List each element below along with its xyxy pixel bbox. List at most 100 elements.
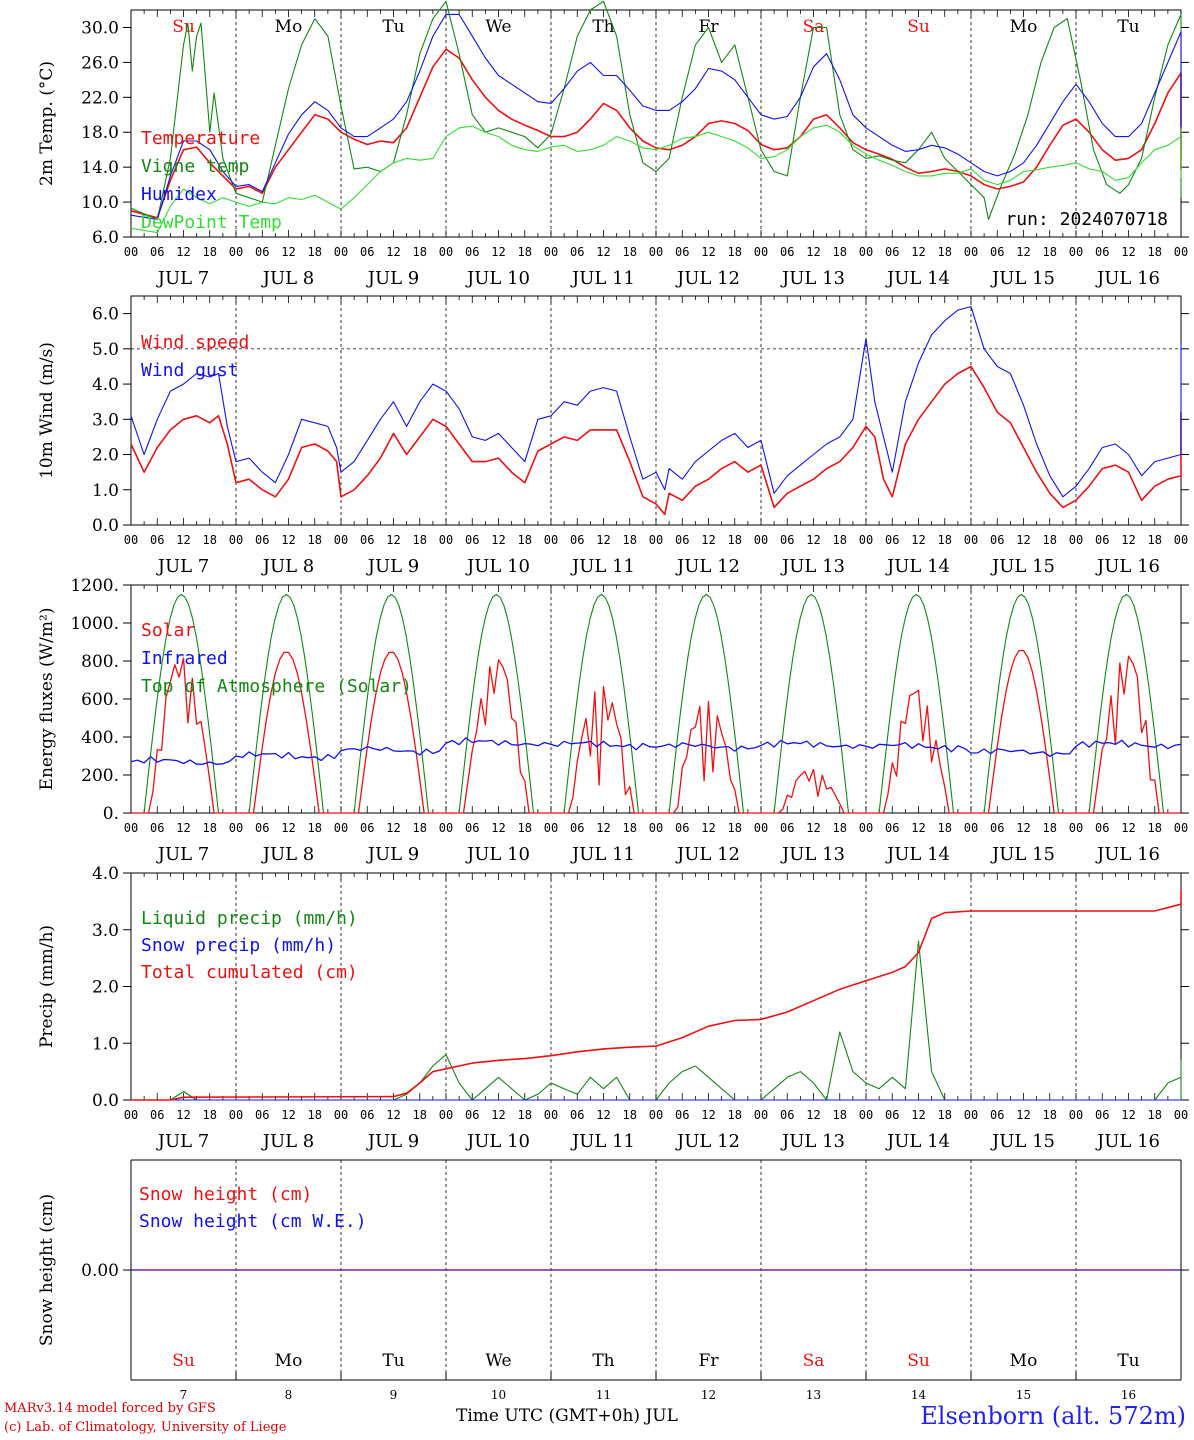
hour-tick-label: 00	[754, 533, 768, 547]
hour-tick-label: 18	[833, 821, 847, 835]
hour-tick-label: 12	[386, 533, 400, 547]
hour-tick-label: 12	[596, 533, 610, 547]
series-temperature	[130, 48, 1182, 219]
date-label: JUL 10	[465, 268, 530, 289]
series-wind-speed	[130, 365, 1182, 516]
y-tick-label: 3.0	[92, 921, 119, 941]
hour-tick-label: 00	[229, 533, 243, 547]
hour-tick-label: 00	[964, 245, 978, 259]
hour-tick-label: 18	[1043, 821, 1057, 835]
hour-tick-label: 18	[413, 1108, 427, 1122]
date-label: JUL 15	[990, 1131, 1055, 1152]
day-number: 9	[390, 1388, 398, 1400]
hour-tick-label: 18	[623, 821, 637, 835]
hour-tick-label: 18	[413, 245, 427, 259]
legend-snow-height-cm-w-e-: Snow height (cm W.E.)	[139, 1211, 367, 1232]
y-axis-label: 10m Wind (m/s)	[37, 342, 57, 479]
hour-tick-label: 12	[1016, 821, 1030, 835]
date-label: JUL 15	[990, 844, 1055, 865]
legend-total-cumulated-cm-: Total cumulated (cm)	[141, 962, 358, 983]
day-name: Su	[172, 17, 195, 37]
date-label: JUL 8	[261, 556, 315, 577]
day-name: We	[485, 1351, 511, 1371]
y-tick-label: 4.0	[92, 375, 119, 395]
hour-tick-label: 12	[1016, 245, 1030, 259]
hour-tick-label: 12	[1121, 533, 1135, 547]
date-label: JUL 14	[885, 556, 950, 577]
hour-tick-label: 00	[229, 245, 243, 259]
hour-tick-label: 18	[833, 533, 847, 547]
hour-tick-label: 00	[964, 1108, 978, 1122]
hour-tick-label: 06	[675, 245, 689, 259]
station-name: Elsenborn (alt. 572m)	[920, 1402, 1186, 1430]
legend-wind-gust: Wind gust	[141, 360, 239, 381]
day-name: Tu	[1117, 1351, 1139, 1371]
date-label: JUL 14	[885, 268, 950, 289]
hour-tick-label: 06	[360, 245, 374, 259]
date-label: JUL 7	[156, 556, 210, 577]
date-label: JUL 12	[675, 556, 740, 577]
hour-tick-label: 00	[1174, 533, 1188, 547]
date-label: JUL 9	[366, 844, 420, 865]
hour-tick-label: 06	[990, 245, 1004, 259]
day-name: Su	[907, 1351, 930, 1371]
model-credit: MARv3.14 model forced by GFS	[4, 1401, 216, 1416]
legend-dewpoint-temp: DewPoint Temp	[141, 212, 282, 233]
date-label: JUL 8	[261, 844, 315, 865]
day-name: Tu	[382, 1351, 404, 1371]
day-name: Mo	[275, 17, 303, 37]
hour-tick-label: 06	[780, 1108, 794, 1122]
hour-tick-label: 00	[229, 1108, 243, 1122]
y-axis-label: Precip (mm/h)	[37, 925, 57, 1048]
y-tick-label: 0.0	[92, 516, 119, 536]
day-name: Fr	[699, 17, 720, 37]
hour-tick-label: 00	[859, 1108, 873, 1122]
hour-tick-label: 00	[964, 533, 978, 547]
day-name: Sa	[803, 1351, 825, 1371]
day-name: Th	[592, 1351, 614, 1371]
hour-tick-label: 12	[701, 533, 715, 547]
series-total-cumulated-cm-	[131, 890, 1182, 1101]
hour-tick-label: 00	[1069, 245, 1083, 259]
hour-tick-label: 06	[1095, 533, 1109, 547]
hour-tick-label: 18	[413, 821, 427, 835]
hour-tick-label: 00	[124, 821, 138, 835]
hour-tick-label: 12	[386, 245, 400, 259]
hour-tick-label: 00	[649, 245, 663, 259]
hour-tick-label: 12	[491, 533, 505, 547]
hour-tick-label: 00	[439, 533, 453, 547]
hour-tick-label: 12	[176, 245, 190, 259]
y-tick-label: 2.0	[92, 978, 119, 998]
hour-tick-label: 06	[150, 245, 164, 259]
hour-tick-label: 00	[124, 245, 138, 259]
hour-tick-label: 18	[1148, 1108, 1162, 1122]
y-axis-label: Snow height (cm)	[37, 1194, 57, 1346]
series-dewpoint-temp	[130, 124, 1182, 234]
date-label: JUL 10	[465, 1131, 530, 1152]
hour-tick-label: 12	[1121, 1108, 1135, 1122]
hour-tick-label: 12	[911, 245, 925, 259]
hour-tick-label: 00	[649, 533, 663, 547]
legend-liquid-precip-mm-h-: Liquid precip (mm/h)	[141, 908, 358, 929]
series-wind-gust	[130, 306, 1182, 498]
hour-tick-label: 06	[885, 533, 899, 547]
hour-tick-label: 12	[701, 821, 715, 835]
hour-tick-label: 06	[1095, 245, 1109, 259]
hour-tick-label: 00	[1069, 821, 1083, 835]
day-name: Tu	[1117, 17, 1139, 37]
hour-tick-label: 18	[623, 533, 637, 547]
series-humidex	[130, 13, 1182, 221]
legend-snow-precip-mm-h-: Snow precip (mm/h)	[141, 935, 336, 956]
hour-tick-label: 18	[1043, 245, 1057, 259]
hour-tick-label: 06	[885, 245, 899, 259]
y-tick-label: 0.0	[92, 1091, 119, 1111]
time-axis-title: Time UTC (GMT+0h) JUL	[456, 1406, 678, 1426]
hour-tick-label: 00	[229, 821, 243, 835]
hour-tick-label: 00	[859, 821, 873, 835]
date-label: JUL 7	[156, 268, 210, 289]
hour-tick-label: 06	[570, 533, 584, 547]
y-tick-label: 14.0	[81, 158, 119, 178]
hour-tick-label: 06	[465, 1108, 479, 1122]
hour-tick-label: 00	[334, 1108, 348, 1122]
hour-tick-label: 06	[570, 821, 584, 835]
